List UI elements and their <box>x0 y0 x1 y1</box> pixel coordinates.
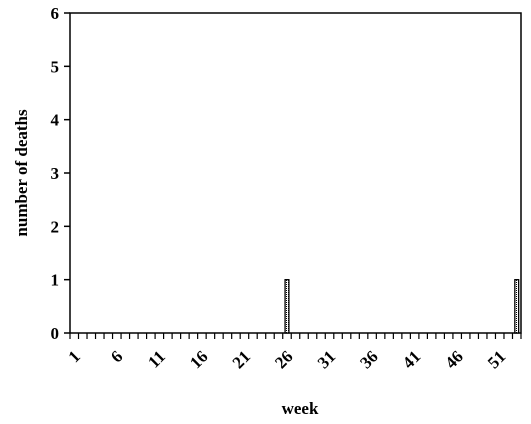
bars <box>284 279 520 334</box>
x-tick-label: 21 <box>229 347 254 372</box>
x-tick-label: 11 <box>144 347 169 372</box>
y-tick-label: 0 <box>51 324 60 343</box>
bar-week-53 <box>514 279 520 334</box>
x-tick-label: 26 <box>271 347 296 372</box>
y-axis-title: number of deaths <box>12 109 31 237</box>
y-tick-label: 1 <box>51 271 60 290</box>
y-axis: 0 1 2 3 4 5 6 <box>51 4 70 343</box>
bar-week-26 <box>284 279 290 334</box>
y-tick-label: 4 <box>51 111 60 130</box>
y-tick-label: 2 <box>51 217 60 236</box>
x-tick-label: 6 <box>107 347 126 366</box>
y-tick-label: 3 <box>51 164 60 183</box>
x-tick-label: 36 <box>356 347 381 372</box>
x-tick-label: 31 <box>314 347 339 372</box>
plot-area <box>69 12 522 334</box>
x-axis-title: week <box>282 399 319 418</box>
x-tick-label: 46 <box>441 347 466 372</box>
x-tick-label: 51 <box>484 347 509 372</box>
y-tick-label: 5 <box>51 57 60 76</box>
x-axis: 1 6 11 16 21 26 31 36 41 46 51 <box>64 333 522 372</box>
y-tick-label: 6 <box>51 4 60 23</box>
x-tick-label: 41 <box>399 347 424 372</box>
x-tick-label: 16 <box>186 347 211 372</box>
x-tick-label: 1 <box>64 347 83 366</box>
